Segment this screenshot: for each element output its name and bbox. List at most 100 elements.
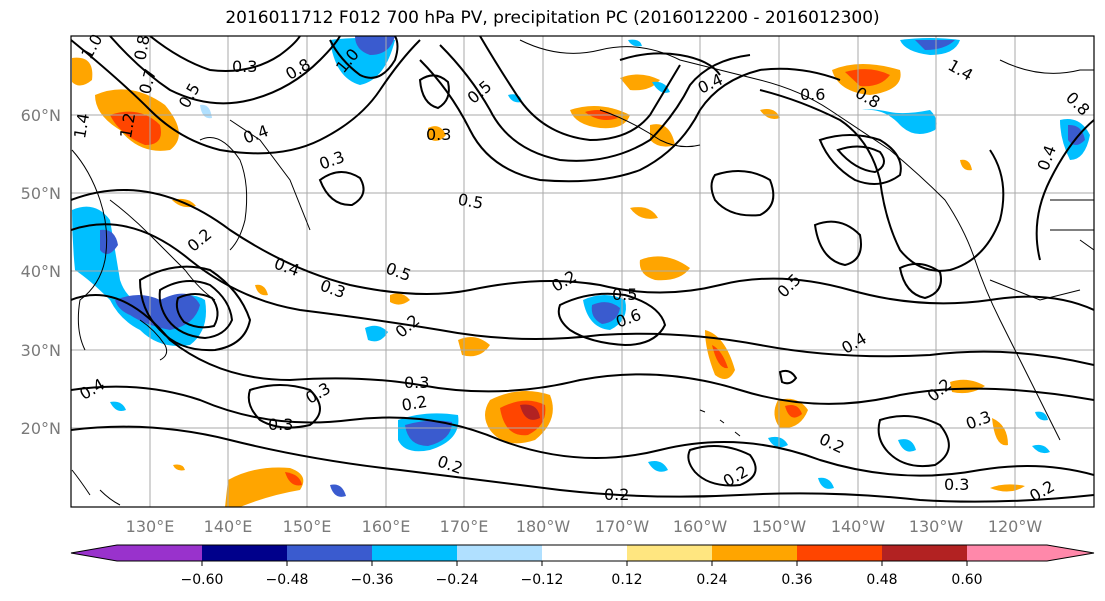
- colorbar-segment: [202, 545, 288, 561]
- contour-label: 0.3: [963, 407, 993, 434]
- lon-label: 170°W: [595, 517, 650, 536]
- precip-blob: [650, 124, 675, 147]
- contour-label: 0.5: [175, 80, 204, 112]
- lon-label: 160°W: [673, 517, 728, 536]
- colorbar-tick: −0.36: [351, 572, 394, 588]
- plot-frame: [70, 35, 1095, 508]
- contour-label: 0.5: [383, 259, 413, 286]
- precip-blob: [862, 109, 937, 134]
- map-title: 2016011712 F012 700 hPa PV, precipitatio…: [225, 8, 880, 28]
- precip-blob: [72, 206, 206, 346]
- colorbar-tick: −0.60: [181, 572, 224, 588]
- contour-label: 0.3: [944, 475, 969, 494]
- lon-label: 130°E: [126, 517, 175, 536]
- coastlines: [71, 39, 1094, 506]
- precip-blob: [365, 325, 388, 342]
- lat-label: 50°N: [21, 184, 61, 203]
- precip-blob: [768, 436, 788, 448]
- contour-label: 0.2: [184, 225, 216, 256]
- colorbar-segment: [287, 545, 373, 561]
- colorbar-segment: [117, 545, 203, 561]
- contour-label: 0.5: [464, 77, 496, 108]
- colorbar: −0.60 −0.48 −0.36 −0.24 −0.12 0.12 0.24 …: [70, 544, 1095, 588]
- precip-blob: [818, 477, 834, 489]
- contour-label: 0.2: [1026, 476, 1058, 505]
- pv-contours: [71, 36, 1094, 503]
- colorbar-tick: −0.24: [436, 572, 479, 588]
- lon-label: 120°W: [988, 517, 1043, 536]
- latitude-labels: 60°N 50°N 40°N 30°N 20°N: [21, 106, 61, 438]
- precip-blob: [428, 126, 446, 141]
- precip-blob: [330, 484, 346, 497]
- contour-label: 0.3: [404, 373, 429, 392]
- longitude-labels: 130°E 140°E 150°E 160°E 170°E 180°W 170°…: [126, 517, 1043, 536]
- precip-blob: [620, 74, 660, 91]
- contour-label: 0.4: [695, 70, 726, 98]
- contour-label: 0.3: [318, 276, 348, 303]
- contour-label: 0.6: [800, 85, 825, 104]
- contour-label: 0.4: [272, 254, 302, 281]
- precip-blob: [72, 57, 93, 86]
- lon-label: 140°E: [204, 517, 253, 536]
- lon-label: 180°W: [516, 517, 571, 536]
- contour-label: 0.5: [456, 190, 484, 213]
- precip-blob: [390, 293, 410, 305]
- contour-label: 0.2: [604, 485, 629, 504]
- precip-shading: [72, 36, 1090, 507]
- precip-blob: [898, 439, 916, 452]
- lon-label: 150°W: [752, 517, 807, 536]
- lon-label: 140°W: [831, 517, 886, 536]
- contour-label: 0.3: [268, 415, 293, 434]
- lon-label: 150°E: [283, 517, 332, 536]
- colorbar-segment: [882, 545, 968, 561]
- lat-label: 60°N: [21, 106, 61, 125]
- precip-blob: [255, 284, 268, 296]
- precip-blob: [960, 159, 972, 171]
- colorbar-segment: [797, 545, 883, 561]
- colorbar-segment: [967, 545, 1048, 561]
- precip-blob: [173, 464, 185, 471]
- precip-blob: [950, 379, 985, 394]
- contour-label: 1.4: [945, 55, 977, 84]
- contour-label: 0.8: [282, 54, 314, 83]
- precip-blob: [1032, 444, 1050, 454]
- precip-blob: [785, 405, 802, 418]
- precip-blob: [992, 418, 1008, 446]
- precip-blob: [1068, 124, 1085, 145]
- colorbar-segment: [542, 545, 628, 561]
- contour-label: 1.0: [77, 31, 106, 63]
- contour-label: 0.8: [130, 33, 153, 61]
- colorbar-segment: [457, 545, 543, 561]
- colorbar-segment: [712, 545, 798, 561]
- contour-label: 0.2: [400, 392, 428, 415]
- contour-label: 0.4: [838, 328, 870, 357]
- precip-blob: [115, 293, 200, 330]
- contour-label: 0.4: [76, 374, 108, 403]
- precip-blob: [591, 302, 620, 324]
- precip-blob: [355, 36, 395, 55]
- colorbar-tick: 0.36: [781, 572, 812, 588]
- contour-label: 0.2: [816, 429, 847, 457]
- colorbar-tick: −0.12: [521, 572, 564, 588]
- colorbar-segment: [627, 545, 713, 561]
- colorbar-segment: [1047, 545, 1094, 561]
- precip-blob: [845, 69, 890, 87]
- contour-label: 0.3: [317, 147, 347, 174]
- precip-blob: [520, 404, 540, 420]
- colorbar-tick: 0.48: [866, 572, 897, 588]
- colorbar-tick: 0.60: [951, 572, 982, 588]
- lon-label: 170°E: [440, 517, 489, 536]
- contour-labels: 1.0 0.8 0.3 0.7 0.5 1.4 1.2 0.4 0.3 1.0 …: [70, 31, 1093, 506]
- precip-blob: [200, 104, 212, 119]
- precip-blob: [225, 467, 304, 507]
- contour-label: 1.4: [70, 112, 93, 140]
- contour-label: 0.3: [232, 57, 257, 76]
- precip-blob: [712, 345, 728, 369]
- colorbar-tick: 0.12: [611, 572, 642, 588]
- lon-label: 130°W: [909, 517, 964, 536]
- lat-label: 20°N: [21, 419, 61, 438]
- contour-label: 1.2: [116, 111, 139, 139]
- contour-label: 0.7: [135, 67, 160, 97]
- contour-label: 0.3: [426, 125, 451, 144]
